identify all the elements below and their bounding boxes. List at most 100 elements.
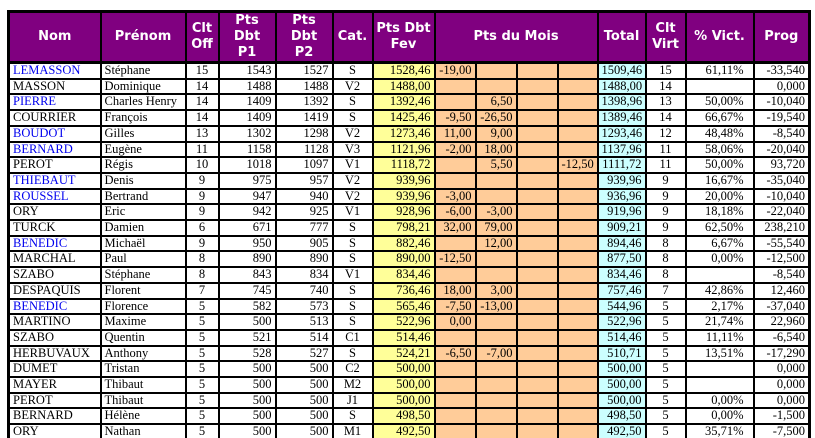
cell-pts-dbt-p1: 890 — [217, 250, 277, 269]
cell-pts-dbt-fev: 736,46 — [371, 281, 436, 300]
cell-prog: -6,540 — [752, 328, 811, 347]
header-total: Total — [596, 10, 647, 64]
cell-prog: 0,000 — [752, 376, 811, 394]
cell-prenom: Stéphane — [99, 61, 187, 80]
cell-total: 834,46 — [596, 266, 647, 284]
cell-mois-2 — [474, 360, 518, 379]
cell-pct-vict — [684, 266, 755, 284]
cell-nom-link[interactable]: THIEBAUT — [7, 171, 102, 190]
cell-pct-vict: 48,48% — [684, 124, 755, 143]
table-row: PEROT Régis 10 1018 1097 V1 1118,72 5,50… — [7, 156, 811, 174]
cell-mois-3 — [515, 124, 559, 143]
header-pts-dbt-p1: Pts Dbt P1 — [217, 10, 277, 64]
cell-mois-2 — [474, 391, 518, 410]
cell-pts-dbt-fev: 500,00 — [371, 391, 436, 410]
header-clt-virt: Clt Virt — [644, 10, 687, 64]
cell-nom-link[interactable]: ROUSSEL — [7, 187, 102, 206]
table-row: MASSON Dominique 14 1488 1488 V2 1488,00… — [7, 77, 811, 96]
cell-pts-dbt-p1: 745 — [217, 281, 277, 300]
cell-prenom: Florent — [99, 281, 187, 300]
header-row: Nom Prénom Clt Off Pts Dbt P1 Pts Dbt P2… — [7, 10, 811, 64]
cell-total: 510,71 — [596, 344, 647, 363]
cell-pct-vict: 0,00% — [684, 407, 755, 426]
cell-mois-1 — [433, 77, 477, 96]
cell-clt-virt: 5 — [644, 328, 687, 347]
cell-pts-dbt-p2: 500 — [274, 376, 334, 394]
cell-clt-off: 6 — [184, 219, 220, 237]
cell-mois-3 — [515, 171, 559, 190]
cell-nom: MARTINO — [7, 313, 102, 331]
cell-total: 1488,00 — [596, 77, 647, 96]
cell-mois-2 — [474, 171, 518, 190]
cell-pct-vict: 13,51% — [684, 344, 755, 363]
cell-pct-vict: 66,67% — [684, 109, 755, 127]
cell-mois-4 — [556, 171, 599, 190]
cell-pts-dbt-p2: 573 — [274, 297, 334, 316]
cell-mois-3 — [515, 407, 559, 426]
cell-cat: V2 — [331, 187, 374, 206]
cell-mois-3 — [515, 360, 559, 379]
cell-clt-off: 11 — [184, 140, 220, 159]
cell-pts-dbt-fev: 524,21 — [371, 344, 436, 363]
cell-mois-2 — [474, 77, 518, 96]
cell-mois-4 — [556, 423, 599, 438]
cell-pts-dbt-fev: 1528,46 — [371, 61, 436, 80]
cell-mois-3 — [515, 281, 559, 300]
cell-pts-dbt-fev: 492,50 — [371, 423, 436, 438]
cell-pts-dbt-fev: 522,96 — [371, 313, 436, 331]
cell-pts-dbt-p1: 500 — [217, 407, 277, 426]
cell-total: 522,96 — [596, 313, 647, 331]
header-prog: Prog — [752, 10, 811, 64]
cell-clt-virt: 8 — [644, 266, 687, 284]
cell-prenom: Stéphane — [99, 266, 187, 284]
cell-nom-link[interactable]: PIERRE — [7, 93, 102, 112]
cell-pts-dbt-fev: 565,46 — [371, 297, 436, 316]
cell-pts-dbt-p2: 1527 — [274, 61, 334, 80]
table-row: THIEBAUT Denis 9 975 957 V2 939,96 939,9… — [7, 171, 811, 190]
cell-prenom: Gilles — [99, 124, 187, 143]
cell-nom-link[interactable]: BERNARD — [7, 140, 102, 159]
cell-prenom: Régis — [99, 156, 187, 174]
table-row: BERNARD Hélène 5 500 500 S 498,50 498,50… — [7, 407, 811, 426]
cell-total: 1389,46 — [596, 109, 647, 127]
cell-prenom: Quentin — [99, 328, 187, 347]
cell-mois-2: -7,00 — [474, 344, 518, 363]
cell-cat: J1 — [331, 391, 374, 410]
cell-pts-dbt-p2: 1128 — [274, 140, 334, 159]
cell-pts-dbt-p2: 1419 — [274, 109, 334, 127]
cell-pts-dbt-p1: 500 — [217, 313, 277, 331]
cell-mois-1 — [433, 234, 477, 253]
table-row: MAYER Thibaut 5 500 500 M2 500,00 500,00… — [7, 376, 811, 394]
cell-mois-4 — [556, 203, 599, 222]
cell-clt-virt: 12 — [644, 124, 687, 143]
cell-pts-dbt-p1: 1543 — [217, 61, 277, 80]
cell-clt-off: 5 — [184, 328, 220, 347]
cell-pts-dbt-p1: 975 — [217, 171, 277, 190]
cell-pts-dbt-fev: 1121,96 — [371, 140, 436, 159]
cell-mois-4 — [556, 93, 599, 112]
cell-mois-1: -9,50 — [433, 109, 477, 127]
cell-nom: PEROT — [7, 391, 102, 410]
cell-pct-vict: 61,11% — [684, 61, 755, 80]
cell-nom-link[interactable]: BENEDIC — [7, 234, 102, 253]
cell-nom-link[interactable]: BOUDOT — [7, 124, 102, 143]
cell-cat: S — [331, 407, 374, 426]
cell-nom-link[interactable]: LEMASSON — [7, 61, 102, 80]
cell-clt-virt: 5 — [644, 297, 687, 316]
cell-pts-dbt-p1: 500 — [217, 376, 277, 394]
cell-cat: S — [331, 93, 374, 112]
cell-clt-off: 5 — [184, 313, 220, 331]
cell-nom: MARCHAL — [7, 250, 102, 269]
cell-nom: SZABO — [7, 328, 102, 347]
cell-nom: BERNARD — [7, 407, 102, 426]
cell-mois-4 — [556, 328, 599, 347]
cell-mois-4 — [556, 77, 599, 96]
cell-nom-link[interactable]: BENEDIC — [7, 297, 102, 316]
cell-pts-dbt-p2: 777 — [274, 219, 334, 237]
cell-mois-3 — [515, 423, 559, 438]
cell-cat: S — [331, 313, 374, 331]
table-row: ROUSSEL Bertrand 9 947 940 V2 939,96 -3,… — [7, 187, 811, 206]
cell-pts-dbt-p2: 500 — [274, 407, 334, 426]
cell-mois-3 — [515, 203, 559, 222]
cell-pct-vict: 0,00% — [684, 391, 755, 410]
